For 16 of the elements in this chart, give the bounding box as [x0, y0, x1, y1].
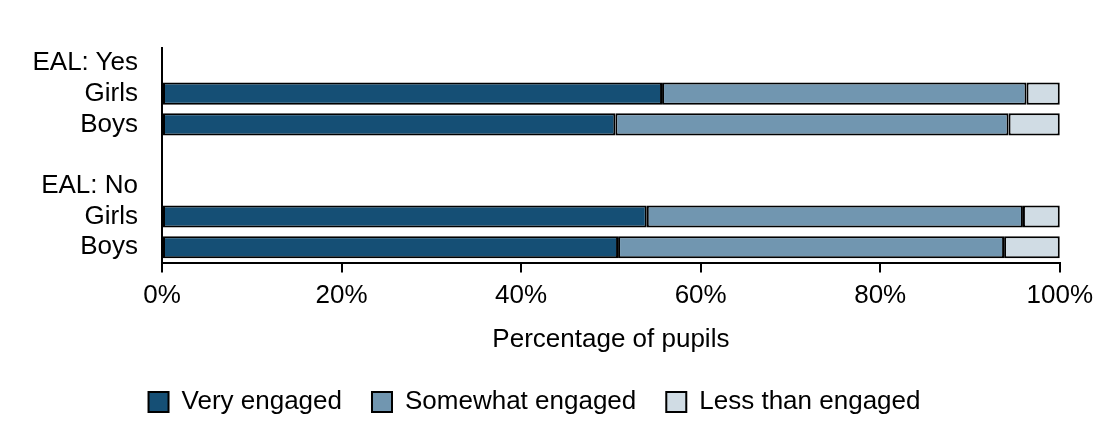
x-tick-label: 100%: [1026, 279, 1093, 310]
y-tick-label: Girls: [84, 199, 139, 230]
y-tick-label: EAL: Yes: [32, 46, 139, 77]
legend-label: Somewhat engaged: [405, 385, 637, 416]
x-tick-label: 0%: [143, 279, 181, 310]
x-axis-title: Percentage of pupils: [492, 322, 730, 353]
x-tick-label: 20%: [315, 279, 368, 310]
x-tick-label: 80%: [854, 279, 907, 310]
x-tick-label: 40%: [495, 279, 548, 310]
legend-label: Very engaged: [181, 385, 342, 416]
y-tick-label: Boys: [80, 107, 139, 138]
y-tick-label: EAL: No: [41, 168, 139, 199]
x-tick-label: 60%: [674, 279, 727, 310]
legend-label: Less than engaged: [699, 385, 921, 416]
y-tick-label: Boys: [80, 230, 139, 261]
y-tick-label: Girls: [84, 76, 139, 107]
